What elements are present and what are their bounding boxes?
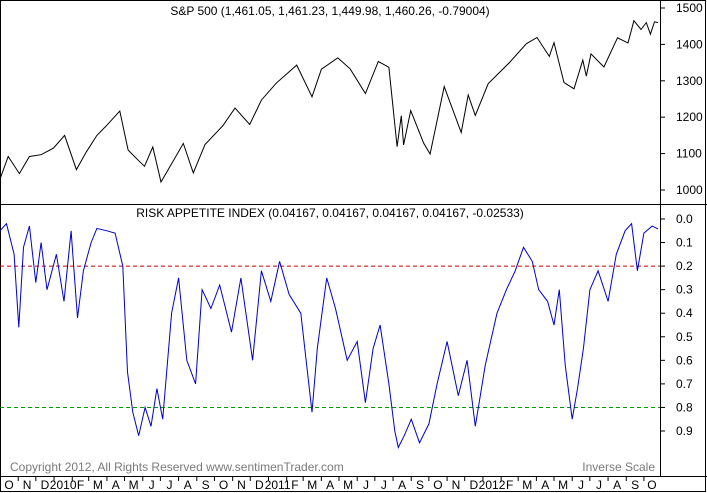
x-tick-label: F — [291, 478, 298, 492]
x-tick-label: D — [469, 478, 478, 492]
x-tick-label: 2012 — [479, 478, 506, 492]
risk-appetite-panel: RISK APPETITE INDEX (0.04167, 0.04167, 0… — [0, 204, 693, 476]
x-tick-label: J — [596, 478, 602, 492]
sp500-title: S&P 500 (1,461.05, 1,461.23, 1,449.98, 1… — [170, 4, 489, 18]
inverse-scale-note: Inverse Scale — [582, 460, 655, 474]
risk-y-tick-label: 0.6 — [676, 353, 693, 367]
sp500-price-line — [0, 19, 659, 184]
sp500-y-tick-label: 1400 — [676, 37, 703, 51]
x-tick-label: J — [166, 478, 172, 492]
x-tick-label: A — [184, 478, 192, 492]
x-tick-label: A — [541, 478, 549, 492]
x-tick-label: A — [398, 478, 406, 492]
sp500-y-axis: 1500 1400 1300 1200 1100 1000 — [660, 1, 703, 197]
risk-appetite-y-axis: 0.0 0.1 0.2 0.3 0.4 0.5 0.6 0.7 0.8 0.9 — [660, 212, 693, 438]
x-tick-label: N — [237, 478, 246, 492]
x-tick-label: A — [613, 478, 621, 492]
x-tick-label: N — [23, 478, 32, 492]
x-tick-label: O — [219, 478, 228, 492]
x-tick-label: D — [255, 478, 264, 492]
x-tick-label: M — [522, 478, 532, 492]
x-tick-label: O — [4, 478, 13, 492]
risk-y-tick-label: 0.0 — [676, 212, 693, 226]
x-tick-label: A — [326, 478, 334, 492]
x-tick-label: J — [363, 478, 369, 492]
x-tick-label: M — [129, 478, 139, 492]
x-tick-label: M — [307, 478, 317, 492]
x-tick-label: O — [433, 478, 442, 492]
x-tick-label: J — [578, 478, 584, 492]
x-tick-label: M — [558, 478, 568, 492]
x-tick-label: F — [77, 478, 84, 492]
sp500-y-tick-label: 1000 — [676, 183, 703, 197]
risk-appetite-title: RISK APPETITE INDEX (0.04167, 0.04167, 0… — [136, 206, 524, 220]
x-tick-label: M — [343, 478, 353, 492]
sp500-y-tick-label: 1200 — [676, 110, 703, 124]
x-tick-label: S — [631, 478, 639, 492]
x-tick-label: 2010 — [50, 478, 77, 492]
x-tick-label: J — [381, 478, 387, 492]
risk-y-tick-label: 0.7 — [676, 377, 693, 391]
x-tick-label: D — [41, 478, 50, 492]
sp500-y-tick-label: 1100 — [676, 147, 702, 161]
risk-y-tick-label: 0.9 — [676, 424, 693, 438]
x-tick-label: N — [452, 478, 461, 492]
x-tick-label: M — [93, 478, 103, 492]
sp500-y-tick-label: 1500 — [676, 1, 703, 15]
x-tick-label: 2011 — [265, 478, 291, 492]
risk-y-tick-label: 0.5 — [676, 330, 693, 344]
copyright-text: Copyright 2012, All Rights Reserved www.… — [10, 460, 344, 474]
risk-y-tick-label: 0.1 — [676, 236, 693, 250]
risk-appetite-line — [0, 222, 659, 450]
x-axis: O N D 2010 F M A M J J A S O N D 2011 F M A M J J A S O N D 2012 F M A… — [0, 476, 657, 492]
x-tick-label: S — [416, 478, 424, 492]
sp500-panel: S&P 500 (1,461.05, 1,461.23, 1,449.98, 1… — [0, 0, 703, 204]
x-tick-label: F — [506, 478, 513, 492]
risk-y-tick-label: 0.4 — [676, 306, 693, 320]
risk-y-tick-label: 0.2 — [676, 259, 693, 273]
x-tick-label: J — [149, 478, 155, 492]
risk-y-tick-label: 0.8 — [676, 400, 693, 414]
x-tick-label: O — [647, 478, 656, 492]
x-tick-label: A — [112, 478, 120, 492]
x-tick-label: S — [202, 478, 210, 492]
sp500-y-tick-label: 1300 — [676, 74, 703, 88]
risk-y-tick-label: 0.3 — [676, 283, 693, 297]
